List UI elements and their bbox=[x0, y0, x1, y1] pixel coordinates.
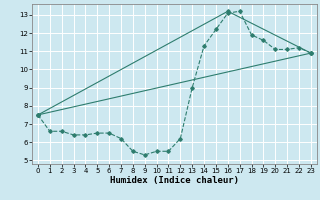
X-axis label: Humidex (Indice chaleur): Humidex (Indice chaleur) bbox=[110, 176, 239, 185]
